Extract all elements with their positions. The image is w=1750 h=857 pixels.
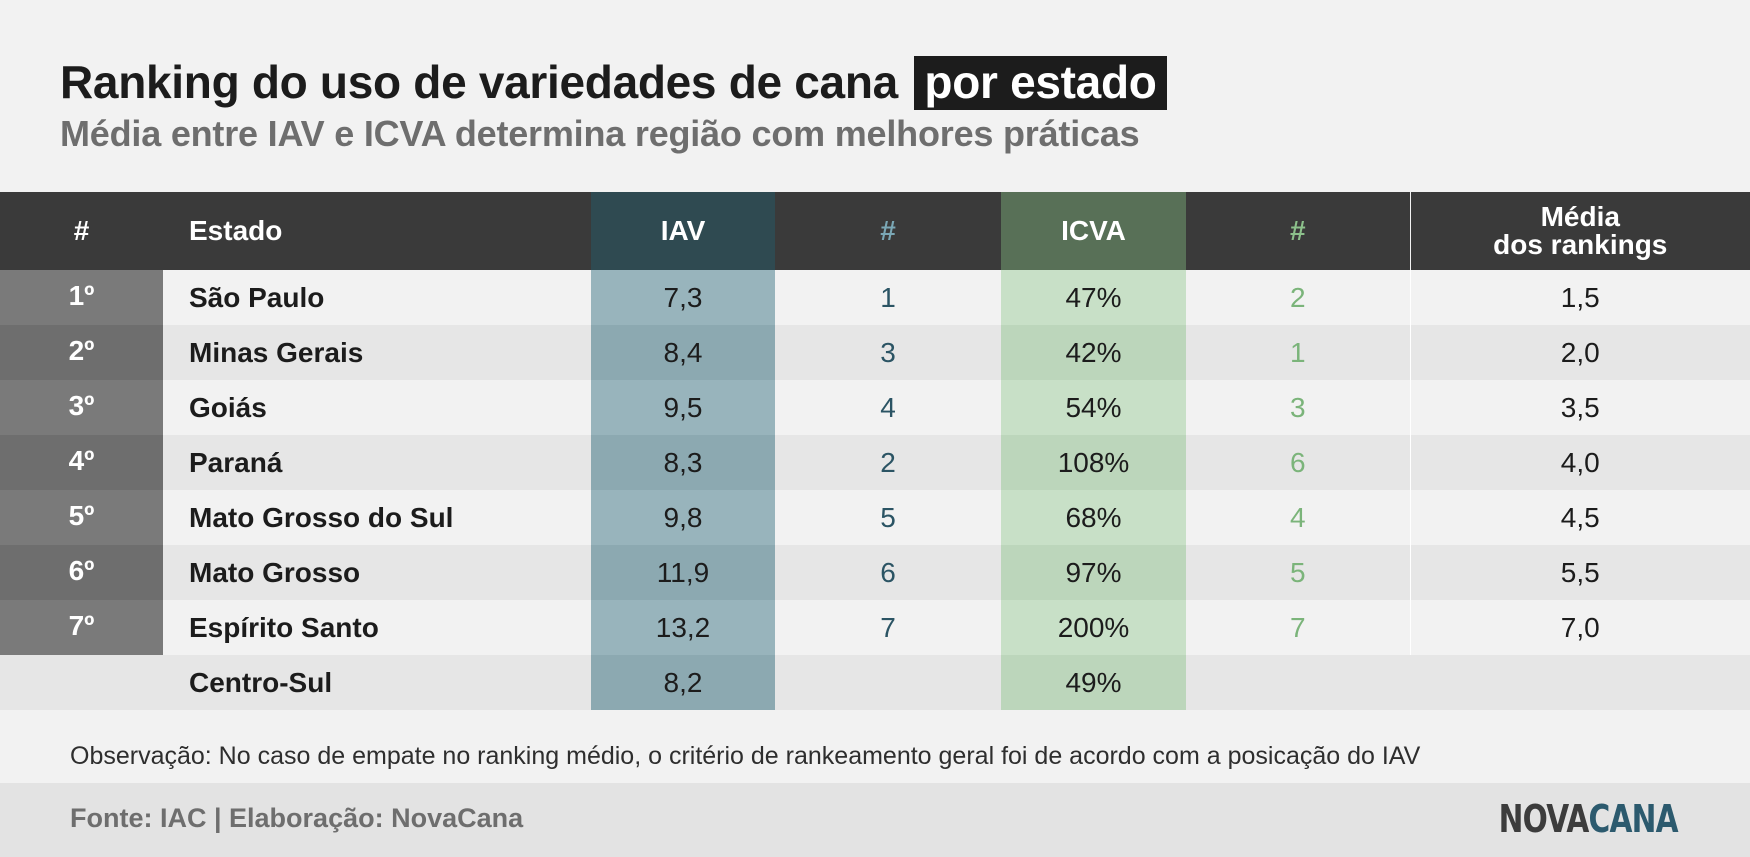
cell-iav: 9,5: [591, 380, 775, 435]
col-header-media-line2: dos rankings: [1493, 229, 1668, 260]
cell-position: 4º: [0, 435, 163, 490]
cell-estado: Paraná: [163, 435, 591, 490]
cell-estado: Mato Grosso do Sul: [163, 490, 591, 545]
chart-title: Ranking do uso de variedades de cana por…: [60, 52, 1167, 112]
table-row: 7º Espírito Santo 13,2 7 200% 7 7,0: [0, 600, 1750, 655]
source-credit: Fonte: IAC | Elaboração: NovaCana: [70, 803, 524, 833]
cell-position: 5º: [0, 490, 163, 545]
table-row: 1º São Paulo 7,3 1 47% 2 1,5: [0, 270, 1750, 325]
header-row: # Estado IAV # ICVA # Média dos rankings: [0, 192, 1750, 270]
cell-icva: 97%: [1001, 545, 1186, 600]
col-header-iav-rank: #: [775, 192, 1001, 270]
cell-icva-rank: 5: [1186, 545, 1410, 600]
cell-position: [0, 655, 163, 710]
title-text: Ranking do uso de variedades de cana: [60, 56, 898, 108]
title-block: Ranking do uso de variedades de cana por…: [60, 52, 1167, 156]
cell-icva: 42%: [1001, 325, 1186, 380]
cell-position: 3º: [0, 380, 163, 435]
cell-estado: Minas Gerais: [163, 325, 591, 380]
observation-note: Observação: No caso de empate no ranking…: [70, 742, 1421, 770]
cell-estado: Goiás: [163, 380, 591, 435]
cell-icva-rank: 6: [1186, 435, 1410, 490]
cell-icva-rank: 7: [1186, 600, 1410, 655]
cell-icva-rank: 4: [1186, 490, 1410, 545]
cell-iav: 11,9: [591, 545, 775, 600]
cell-icva: 68%: [1001, 490, 1186, 545]
cell-media: 7,0: [1409, 600, 1750, 655]
cell-icva: 54%: [1001, 380, 1186, 435]
col-header-media: Média dos rankings: [1409, 192, 1750, 270]
col-header-estado: Estado: [163, 192, 591, 270]
cell-iav: 9,8: [591, 490, 775, 545]
cell-iav: 8,3: [591, 435, 775, 490]
cell-icva-rank: 3: [1186, 380, 1410, 435]
cell-iav-rank: [775, 655, 1001, 710]
cell-icva: 47%: [1001, 270, 1186, 325]
novacana-logo: NOVACANA: [1498, 797, 1679, 841]
col-header-icva-rank: #: [1186, 192, 1410, 270]
cell-iav: 7,3: [591, 270, 775, 325]
cell-iav-rank: 7: [775, 600, 1001, 655]
cell-media: 4,0: [1409, 435, 1750, 490]
logo-part1: NOVA: [1498, 797, 1590, 841]
table-row: 4º Paraná 8,3 2 108% 6 4,0: [0, 435, 1750, 490]
cell-icva-rank: [1186, 655, 1410, 710]
cell-icva: 108%: [1001, 435, 1186, 490]
cell-estado: Espírito Santo: [163, 600, 591, 655]
col-header-iav: IAV: [591, 192, 775, 270]
cell-media: [1410, 655, 1750, 710]
ranking-table: # Estado IAV # ICVA # Média dos rankings …: [0, 192, 1750, 710]
cell-position: 2º: [0, 325, 163, 380]
col-header-icva: ICVA: [1001, 192, 1186, 270]
cell-icva: 200%: [1001, 600, 1186, 655]
table-row: 6º Mato Grosso 11,9 6 97% 5 5,5: [0, 545, 1750, 600]
footer: Fonte: IAC | Elaboração: NovaCana NOVACA…: [0, 783, 1750, 857]
cell-media: 5,5: [1409, 545, 1750, 600]
cell-estado: Mato Grosso: [163, 545, 591, 600]
cell-icva: 49%: [1001, 655, 1186, 710]
cell-media: 4,5: [1409, 490, 1750, 545]
col-header-media-line1: Média: [1540, 201, 1620, 232]
cell-iav-rank: 3: [775, 325, 1001, 380]
cell-iav: 8,4: [591, 325, 775, 380]
cell-iav-rank: 4: [775, 380, 1001, 435]
cell-iav: 13,2: [591, 600, 775, 655]
cell-iav-rank: 5: [775, 490, 1001, 545]
table-row: 2º Minas Gerais 8,4 3 42% 1 2,0: [0, 325, 1750, 380]
cell-media: 3,5: [1409, 380, 1750, 435]
table-row: Centro-Sul 8,2 49%: [0, 655, 1750, 710]
cell-position: 6º: [0, 545, 163, 600]
cell-icva-rank: 2: [1186, 270, 1410, 325]
cell-iav-rank: 6: [775, 545, 1001, 600]
table-row: 3º Goiás 9,5 4 54% 3 3,5: [0, 380, 1750, 435]
col-header-position: #: [0, 192, 163, 270]
table-row: 5º Mato Grosso do Sul 9,8 5 68% 4 4,5: [0, 490, 1750, 545]
table-body: 1º São Paulo 7,3 1 47% 2 1,5 2º Minas Gerais 8,4 3…: [0, 270, 1750, 710]
cell-iav: 8,2: [591, 655, 775, 710]
title-highlight: por estado: [914, 56, 1167, 110]
cell-iav-rank: 2: [775, 435, 1001, 490]
logo-part2: CANA: [1588, 797, 1679, 841]
cell-icva-rank: 1: [1186, 325, 1410, 380]
cell-media: 2,0: [1409, 325, 1750, 380]
cell-position: 7º: [0, 600, 163, 655]
cell-estado: São Paulo: [163, 270, 591, 325]
chart-subtitle: Média entre IAV e ICVA determina região …: [60, 113, 1140, 154]
cell-media: 1,5: [1409, 270, 1750, 325]
cell-position: 1º: [0, 270, 163, 325]
cell-iav-rank: 1: [775, 270, 1001, 325]
cell-estado: Centro-Sul: [163, 655, 591, 710]
